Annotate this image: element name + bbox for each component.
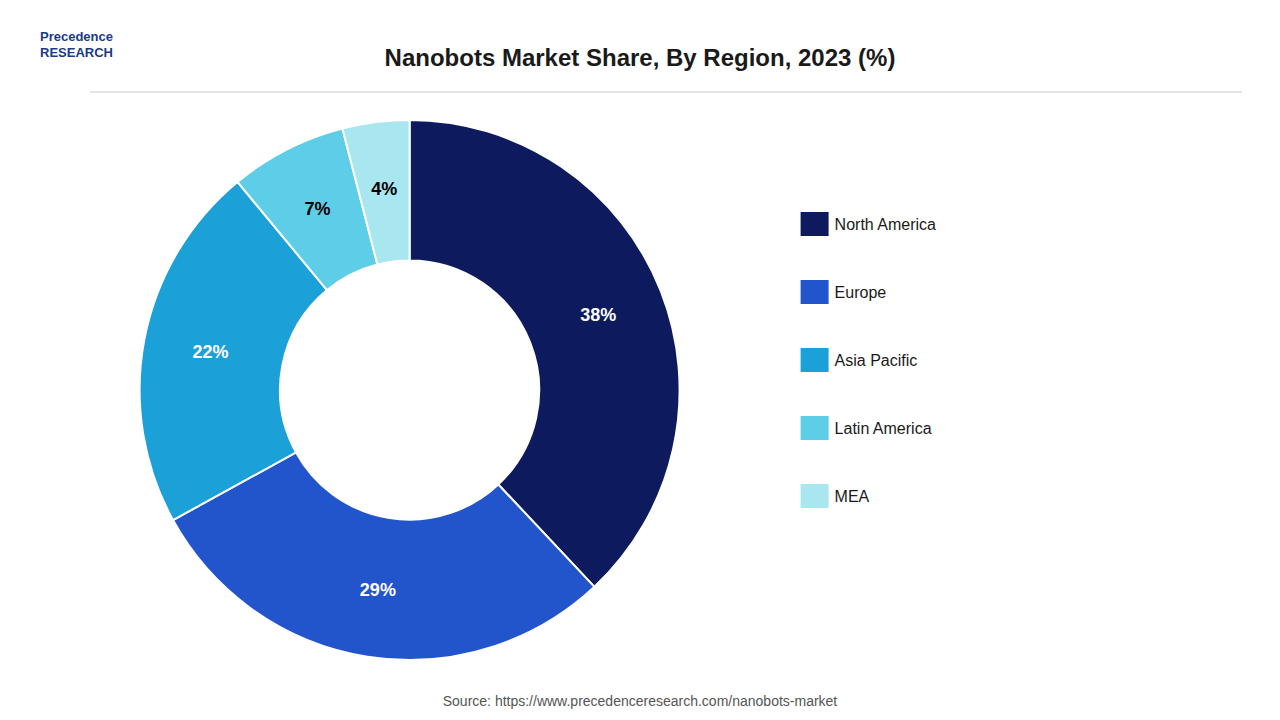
svg-text:Precedence: Precedence [40,29,113,44]
svg-text:Nanobots Market Share, By Regi: Nanobots Market Share, By Region, 2023 (… [385,44,896,71]
svg-text:Europe: Europe [835,284,887,301]
svg-text:MEA: MEA [835,488,870,505]
svg-text:Source: https://www.precedence: Source: https://www.precedenceresearch.c… [443,693,838,709]
svg-text:4%: 4% [371,179,397,199]
svg-text:7%: 7% [305,199,331,219]
svg-text:38%: 38% [580,305,616,325]
svg-text:North America: North America [835,216,936,233]
svg-text:22%: 22% [192,342,228,362]
svg-text:Latin America: Latin America [835,420,932,437]
svg-text:Asia Pacific: Asia Pacific [835,352,918,369]
svg-text:RESEARCH: RESEARCH [40,45,113,60]
svg-text:29%: 29% [360,580,396,600]
